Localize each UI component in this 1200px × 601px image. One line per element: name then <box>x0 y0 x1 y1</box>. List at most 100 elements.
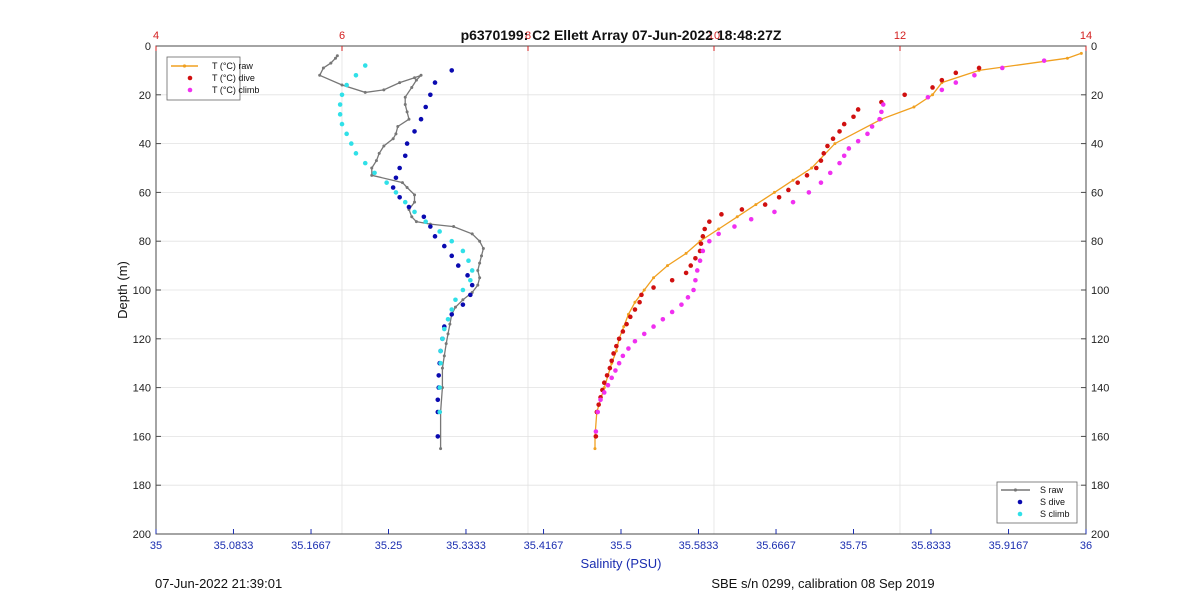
point-t-c-dive <box>637 299 642 305</box>
point-t-c-climb <box>846 146 852 151</box>
point-s-raw <box>413 200 417 204</box>
point-t-c-dive <box>611 351 616 356</box>
point-s-raw <box>478 276 482 280</box>
point-t-c-dive <box>786 187 791 193</box>
point-s-dive <box>460 302 466 307</box>
point-t-c-climb <box>605 382 611 388</box>
point-t-c-dive <box>593 434 599 439</box>
point-t-c-climb <box>641 331 647 337</box>
point-t-c-climb <box>669 309 675 315</box>
salinity-tick-label: 35 <box>150 540 162 552</box>
point-t-c-climb <box>772 209 777 215</box>
point-s-climb <box>437 229 442 234</box>
point-s-raw <box>453 305 457 309</box>
point-s-raw <box>396 125 400 129</box>
point-t-c-climb <box>685 295 691 300</box>
point-s-raw <box>481 247 485 251</box>
depth-tick-label-right: 140 <box>1091 383 1109 395</box>
point-s-raw <box>480 254 483 258</box>
temperature-tick-label: 14 <box>1080 30 1092 42</box>
point-t-c-dive <box>604 373 610 378</box>
point-s-dive <box>404 141 410 146</box>
depth-tick-label-left: 120 <box>133 334 151 346</box>
point-s-dive <box>436 373 442 378</box>
point-s-dive <box>432 80 438 85</box>
point-s-raw <box>413 76 417 80</box>
legend-t-dive-marker <box>187 75 193 81</box>
point-t-c-climb <box>972 72 977 78</box>
point-t-c-climb <box>598 397 603 403</box>
salinity-tick-label: 35.0833 <box>214 540 254 552</box>
point-s-dive <box>397 194 402 200</box>
point-s-raw <box>394 132 398 136</box>
point-s-raw <box>478 239 482 243</box>
salinity-tick-label: 36 <box>1080 540 1092 552</box>
depth-tick-label-right: 60 <box>1091 187 1103 199</box>
point-s-climb <box>460 248 466 254</box>
point-s-raw <box>377 151 381 155</box>
salinity-tick-label: 35.5 <box>610 540 631 552</box>
depth-tick-label-left: 100 <box>133 285 151 297</box>
point-s-raw <box>461 298 465 302</box>
point-s-climb <box>337 102 343 107</box>
point-t-c-climb <box>707 238 712 244</box>
point-s-raw <box>442 354 446 358</box>
chart-title: p6370199: C2 Ellett Array 07-Jun-2022 18… <box>461 27 782 43</box>
point-t-c-dive <box>795 180 800 185</box>
point-t-c-raw <box>666 264 669 268</box>
depth-tick-label-right: 20 <box>1091 90 1103 102</box>
point-s-raw <box>403 103 407 107</box>
point-t-c-raw <box>593 447 597 451</box>
depth-tick-label-right: 100 <box>1091 285 1109 297</box>
point-s-dive <box>449 253 455 259</box>
footer-timestamp: 07-Jun-2022 21:39:01 <box>155 576 282 591</box>
point-t-c-climb <box>837 160 842 166</box>
point-t-c-dive <box>698 241 704 246</box>
point-s-climb <box>438 360 443 366</box>
x-axis-label: Salinity (PSU) <box>581 556 662 571</box>
point-t-c-dive <box>818 158 824 163</box>
point-t-c-climb <box>679 302 684 307</box>
point-t-c-dive <box>669 277 675 283</box>
point-t-c-raw <box>642 288 646 292</box>
point-t-c-dive <box>804 173 810 178</box>
point-s-climb <box>460 287 466 293</box>
point-s-raw <box>405 186 409 190</box>
point-t-c-dive <box>821 151 827 156</box>
depth-tick-label-left: 200 <box>133 529 151 541</box>
legend-temperature-box <box>166 56 241 101</box>
point-t-c-dive <box>632 307 638 312</box>
point-s-raw <box>470 232 474 236</box>
point-s-climb <box>362 160 368 166</box>
point-s-dive <box>418 116 424 122</box>
legend-s-raw-marker <box>1013 488 1018 492</box>
point-s-raw <box>318 73 322 77</box>
temperature-tick-label: 8 <box>525 30 531 42</box>
point-t-c-dive <box>953 70 959 76</box>
point-s-raw <box>363 90 367 94</box>
point-s-dive <box>449 68 455 73</box>
point-s-raw <box>414 220 418 224</box>
point-s-dive <box>421 214 427 220</box>
depth-tick-label-right: 80 <box>1091 236 1103 248</box>
point-s-raw <box>452 225 456 229</box>
point-t-c-climb <box>869 124 875 129</box>
point-t-c-dive <box>855 107 861 112</box>
temperature-tick-label: 4 <box>153 30 159 42</box>
point-t-c-dive <box>628 314 633 320</box>
point-s-raw <box>398 81 402 85</box>
point-s-dive <box>469 282 475 288</box>
legend-s-climb-marker <box>1017 511 1023 517</box>
point-s-climb <box>469 268 475 273</box>
data-series <box>318 51 1083 451</box>
point-s-raw <box>370 173 374 177</box>
depth-tick-label-left: 20 <box>139 90 151 102</box>
point-s-raw <box>321 66 325 70</box>
point-t-c-raw <box>810 166 814 170</box>
point-t-c-climb <box>880 102 886 107</box>
point-s-climb <box>349 141 354 146</box>
point-s-raw <box>448 322 452 326</box>
depth-tick-label-right: 160 <box>1091 431 1109 443</box>
point-t-c-dive <box>601 380 607 386</box>
